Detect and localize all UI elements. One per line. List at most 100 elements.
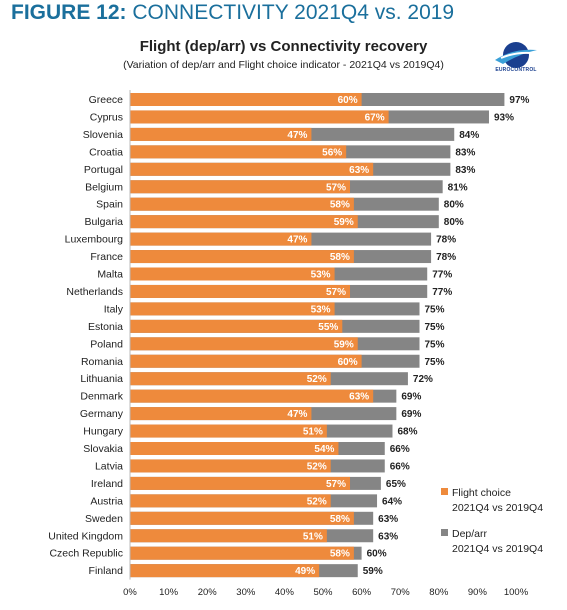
- category-label: Italy: [104, 303, 124, 315]
- eurocontrol-logo-icon: [495, 42, 537, 68]
- data-label-dep-arr: 69%: [401, 409, 421, 420]
- category-label: Slovakia: [83, 443, 123, 455]
- data-label-flight-choice: 47%: [287, 235, 307, 246]
- legend-label-flight-choice: Flight choice: [452, 487, 511, 499]
- bars-layer: [130, 93, 505, 578]
- data-label-dep-arr: 97%: [509, 95, 529, 106]
- legend-sub-flight-choice: 2021Q4 vs 2019Q4: [452, 502, 544, 514]
- data-label-flight-choice: 58%: [330, 200, 350, 211]
- bar-flight-choice: [130, 267, 335, 281]
- category-label: Portugal: [84, 164, 123, 176]
- data-label-dep-arr: 84%: [459, 130, 479, 141]
- data-label-dep-arr: 93%: [494, 112, 514, 123]
- x-tick-label: 0%: [123, 587, 137, 598]
- category-label: United Kingdom: [48, 530, 123, 542]
- category-label: Lithuania: [80, 373, 123, 385]
- legend-swatch-dep-arr: [441, 529, 448, 536]
- bar-flight-choice: [130, 215, 358, 229]
- bar-flight-choice: [130, 407, 312, 421]
- logo-text: EUROCONTROL: [495, 67, 537, 73]
- data-label-flight-choice: 53%: [311, 304, 331, 315]
- bar-flight-choice: [130, 459, 331, 473]
- data-label-flight-choice: 57%: [326, 287, 346, 298]
- figure-title: FIGURE 12: CONNECTIVITY 2021Q4 vs. 2019: [11, 1, 454, 25]
- category-label: Sweden: [85, 513, 123, 525]
- bar-flight-choice: [130, 564, 320, 578]
- bar-flight-choice: [130, 529, 327, 543]
- category-label: Latvia: [95, 460, 123, 472]
- data-label-flight-choice: 52%: [307, 461, 327, 472]
- data-label-flight-choice: 58%: [330, 549, 350, 560]
- data-label-flight-choice: 60%: [338, 95, 358, 106]
- data-label-dep-arr: 77%: [432, 270, 452, 281]
- data-label-dep-arr: 80%: [444, 200, 464, 211]
- data-label-dep-arr: 80%: [444, 217, 464, 228]
- x-tick-label: 20%: [198, 587, 218, 598]
- bar-flight-choice: [130, 389, 374, 403]
- category-label: Hungary: [83, 426, 123, 438]
- data-label-dep-arr: 59%: [363, 566, 383, 577]
- legend-swatch-flight-choice: [441, 488, 448, 495]
- data-label-flight-choice: 51%: [303, 427, 323, 438]
- data-label-flight-choice: 53%: [311, 270, 331, 281]
- data-label-flight-choice: 47%: [287, 409, 307, 420]
- bar-flight-choice: [130, 372, 331, 386]
- data-label-dep-arr: 75%: [425, 322, 445, 333]
- bar-flight-choice: [130, 546, 354, 560]
- bar-flight-choice: [130, 197, 354, 211]
- x-tick-label: 40%: [275, 587, 295, 598]
- data-label-flight-choice: 55%: [318, 322, 338, 333]
- data-label-flight-choice: 51%: [303, 531, 323, 542]
- category-label: Denmark: [80, 391, 123, 403]
- data-label-flight-choice: 63%: [349, 392, 369, 403]
- bar-flight-choice: [130, 319, 343, 333]
- category-label: Malta: [97, 269, 123, 281]
- data-label-dep-arr: 72%: [413, 374, 433, 385]
- data-label-dep-arr: 63%: [378, 531, 398, 542]
- bar-flight-choice: [130, 302, 335, 316]
- figure-label: FIGURE 12:: [11, 1, 127, 24]
- category-label: Luxembourg: [65, 234, 124, 246]
- bar-flight-choice: [130, 284, 351, 298]
- x-axis: 0% 10% 20% 30% 40% 50% 60% 70% 80% 90% 100%: [123, 90, 529, 598]
- bar-flight-choice: [130, 442, 339, 455]
- category-label: Romania: [81, 356, 123, 368]
- x-tick-label: 60%: [352, 587, 372, 598]
- category-label: Austria: [90, 495, 123, 507]
- data-label-dep-arr: 75%: [425, 339, 445, 350]
- data-label-flight-choice: 49%: [295, 566, 315, 577]
- data-label-flight-choice: 52%: [307, 496, 327, 507]
- category-label: Czech Republic: [49, 548, 123, 560]
- data-label-dep-arr: 83%: [455, 165, 475, 176]
- data-label-flight-choice: 58%: [330, 252, 350, 263]
- data-label-flight-choice: 63%: [349, 165, 369, 176]
- bar-flight-choice: [130, 232, 312, 246]
- category-label: Spain: [96, 199, 123, 211]
- data-label-dep-arr: 77%: [432, 287, 452, 298]
- category-label: Slovenia: [83, 129, 123, 141]
- x-tick-label: 10%: [159, 587, 179, 598]
- data-label-dep-arr: 78%: [436, 252, 456, 263]
- bar-flight-choice: [130, 511, 354, 525]
- data-label-dep-arr: 64%: [382, 496, 402, 507]
- legend-sub-dep-arr: 2021Q4 vs 2019Q4: [452, 543, 544, 555]
- bar-flight-choice: [130, 145, 347, 159]
- bar-flight-choice: [130, 494, 331, 508]
- bar-flight-choice: [130, 110, 389, 124]
- category-label: Croatia: [89, 146, 123, 158]
- data-label-flight-choice: 57%: [326, 182, 346, 193]
- legend-label-dep-arr: Dep/arr: [452, 528, 488, 540]
- data-label-dep-arr: 75%: [425, 304, 445, 315]
- category-label: Bulgaria: [84, 216, 123, 228]
- data-label-flight-choice: 54%: [314, 444, 334, 455]
- bar-flight-choice: [130, 127, 312, 141]
- chart-title: Flight (dep/arr) vs Connectivity recover…: [139, 38, 428, 55]
- bar-flight-choice: [130, 162, 374, 176]
- data-label-flight-choice: 56%: [322, 147, 342, 158]
- data-label-flight-choice: 60%: [338, 357, 358, 368]
- data-label-dep-arr: 68%: [397, 427, 417, 438]
- category-label: Belgium: [85, 181, 123, 193]
- data-label-dep-arr: 69%: [401, 392, 421, 403]
- x-tick-label: 70%: [391, 587, 411, 598]
- bar-flight-choice: [130, 354, 362, 368]
